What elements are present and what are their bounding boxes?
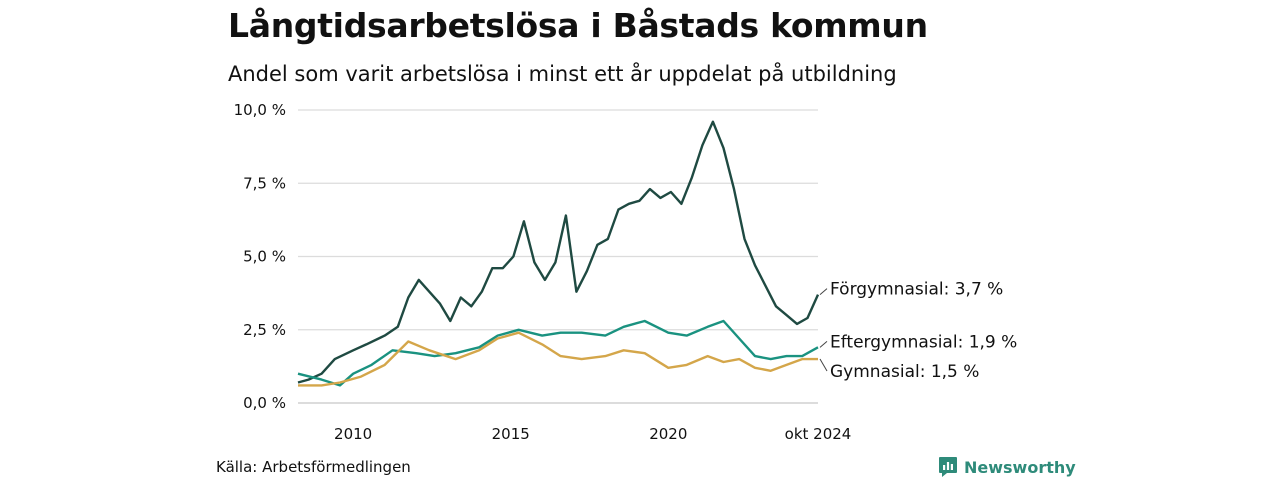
end-label-leader: [819, 340, 828, 348]
end-label-förgymnasial: Förgymnasial: 3,7 %: [830, 280, 1003, 300]
chart-title: Långtidsarbetslösa i Båstads kommun: [228, 6, 928, 45]
series-line-gymnasial: [298, 331, 818, 387]
brand-name: Newsworthy: [964, 457, 1076, 477]
end-label-leader: [819, 358, 828, 372]
newsworthy-logo-icon: [939, 457, 957, 477]
series-lines: [297, 120, 820, 387]
x-tick-label: okt 2024: [785, 425, 852, 443]
x-axis-ticks: 2010 2015 2020 okt 2024: [334, 425, 851, 443]
x-tick-label: 2020: [649, 425, 687, 443]
series-line-eftergymnasial: [297, 319, 819, 387]
end-label-eftergymnasial: Eftergymnasial: 1,9 %: [830, 332, 1017, 352]
source-note: Källa: Arbetsförmedlingen: [216, 458, 411, 476]
end-label-leader: [819, 288, 828, 295]
y-tick-label: 2,5 %: [243, 321, 286, 339]
x-tick-label: 2015: [492, 425, 530, 443]
y-tick-label: 10,0 %: [234, 101, 286, 119]
series-line-förgymnasial: [297, 120, 820, 384]
y-axis-ticks: 0,0 % 2,5 % 5,0 % 7,5 % 10,0 %: [234, 101, 286, 412]
brand-logo[interactable]: Newsworthy: [938, 456, 1076, 478]
end-label-gymnasial: Gymnasial: 1,5 %: [830, 362, 979, 382]
chart-subtitle: Andel som varit arbetslösa i minst ett å…: [228, 62, 897, 86]
y-tick-label: 7,5 %: [243, 174, 286, 192]
y-tick-label: 0,0 %: [243, 394, 286, 412]
series-end-labels: Förgymnasial: 3,7 % Eftergymnasial: 1,9 %…: [819, 280, 1017, 382]
x-tick-label: 2010: [334, 425, 372, 443]
y-tick-label: 5,0 %: [243, 248, 286, 266]
